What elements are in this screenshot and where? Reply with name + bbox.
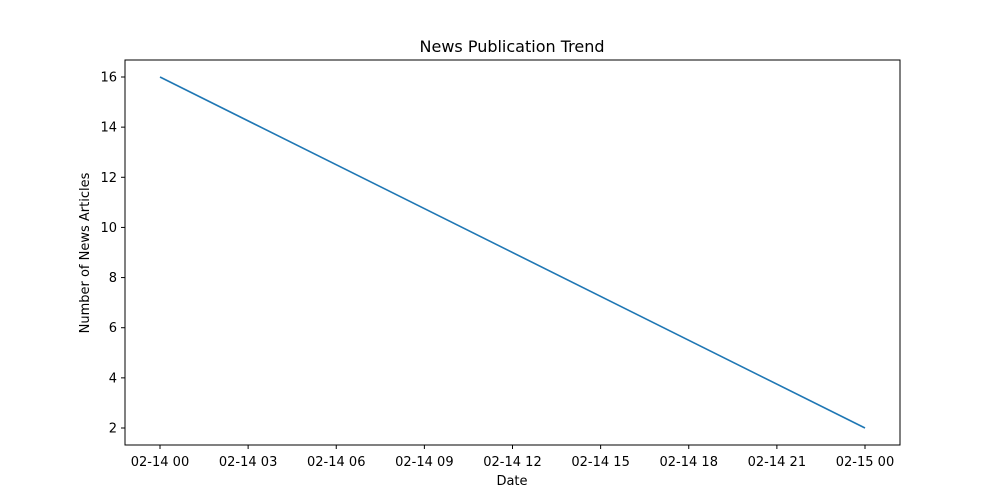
y-tick-label: 8 <box>109 271 117 286</box>
x-tick-label: 02-14 21 <box>748 455 806 470</box>
y-tick-label: 4 <box>109 371 117 386</box>
x-tick-label: 02-14 06 <box>307 455 365 470</box>
y-tick-label: 14 <box>100 121 117 136</box>
x-tick-label: 02-14 03 <box>219 455 277 470</box>
x-tick-label: 02-14 18 <box>660 455 718 470</box>
x-axis: 02-14 00 02-14 03 02-14 06 02-14 09 02-14 12… <box>131 445 894 470</box>
x-tick-label: 02-14 12 <box>483 455 541 470</box>
y-tick-label: 12 <box>100 171 117 186</box>
series-layer <box>159 76 866 429</box>
x-tick-label: 02-14 00 <box>131 455 189 470</box>
x-axis-title: Date <box>496 474 527 489</box>
y-tick-label: 2 <box>109 422 117 437</box>
x-tick-label: 02-14 09 <box>395 455 453 470</box>
chart-title: News Publication Trend <box>420 37 605 56</box>
y-tick-label: 10 <box>100 221 117 236</box>
series-line <box>159 76 866 429</box>
x-tick-label: 02-14 15 <box>571 455 629 470</box>
y-axis-title: Number of News Articles <box>78 172 93 333</box>
y-tick-label: 16 <box>100 71 117 86</box>
y-axis: 2 4 6 8 10 12 14 16 <box>100 71 125 437</box>
y-tick-label: 6 <box>109 321 117 336</box>
x-tick-label: 02-15 00 <box>836 455 894 470</box>
